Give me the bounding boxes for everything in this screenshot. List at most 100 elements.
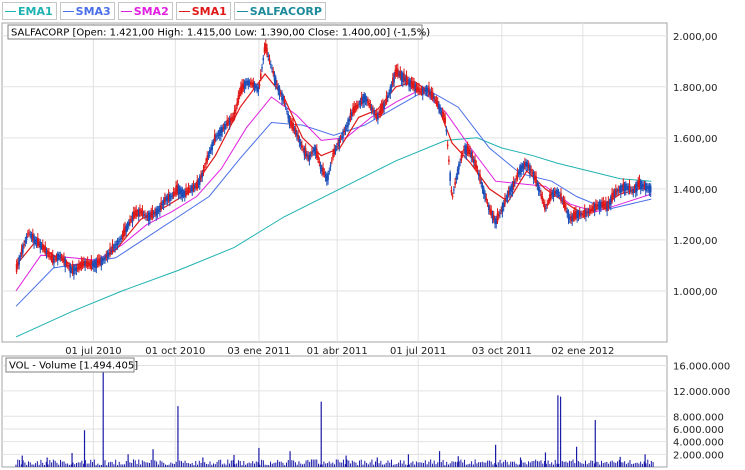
candle-body: [621, 187, 623, 189]
candle-body: [431, 92, 434, 100]
volume-info: VOL - Volume [1.494.405]: [9, 361, 138, 372]
candle-body: [402, 73, 404, 83]
candle-body: [370, 106, 373, 111]
candle-body: [78, 264, 80, 270]
candle-body: [379, 108, 382, 116]
candle-body: [623, 184, 626, 191]
candle-body: [541, 196, 544, 202]
candle-body: [385, 95, 388, 103]
candle-body: [352, 107, 354, 115]
candle-body: [73, 266, 75, 275]
candle-body: [586, 211, 588, 214]
candle-body: [130, 219, 133, 221]
candle-body: [612, 193, 615, 197]
candle-body: [210, 147, 212, 150]
candle-body: [301, 144, 303, 148]
candle-body: [326, 174, 328, 182]
candle-body: [633, 188, 636, 190]
candle-body: [571, 215, 574, 222]
candle-body: [71, 265, 74, 274]
candle-body: [59, 254, 62, 258]
candle-body: [238, 92, 241, 97]
candle-body: [443, 114, 445, 121]
candle-body: [255, 86, 257, 88]
candle-body: [259, 73, 262, 79]
candle-body: [61, 258, 64, 260]
candle-body: [606, 202, 608, 212]
candle-body: [228, 118, 231, 125]
candle-body: [566, 210, 569, 214]
candle-body: [25, 236, 28, 240]
candle-body: [561, 200, 564, 202]
candle-body: [114, 243, 116, 249]
candle-body: [35, 239, 38, 244]
candle-body: [557, 192, 560, 194]
candle-body: [441, 111, 444, 118]
price-x-tick-label: 01 abr 2011: [307, 346, 368, 357]
candle-body: [511, 183, 514, 192]
candle-body: [423, 90, 425, 92]
candle-body: [519, 166, 521, 175]
candle-body: [491, 213, 494, 219]
candle-body: [618, 189, 621, 191]
volume-plot-area: [1, 355, 668, 468]
candle-body: [484, 192, 486, 198]
candle-body: [337, 143, 339, 146]
candle-body: [312, 150, 314, 153]
candle-body: [359, 100, 362, 105]
candle-body: [590, 209, 592, 212]
candle-body: [215, 136, 217, 138]
candle-body: [313, 147, 316, 152]
candle-body: [70, 269, 73, 271]
candle-body: [233, 109, 236, 119]
candle-body: [507, 190, 510, 195]
candle-body: [185, 188, 187, 196]
candle-body: [461, 154, 464, 156]
candle-body: [409, 80, 412, 87]
candle-body: [221, 127, 223, 133]
candle-body: [466, 146, 469, 154]
candle-body: [362, 96, 364, 104]
candle-body: [139, 208, 141, 215]
candle-body: [81, 261, 84, 267]
candle-body: [504, 197, 506, 205]
candle-body: [600, 202, 602, 208]
candle-body: [583, 209, 586, 217]
candle-body: [50, 256, 53, 260]
candle-body: [292, 123, 294, 132]
candle-body: [264, 43, 267, 52]
legend-label: SALFACORP: [249, 4, 322, 18]
candle-body: [171, 195, 174, 197]
candle-body: [509, 187, 511, 196]
candle-body: [563, 201, 566, 210]
price-series: [15, 38, 652, 338]
candle-body: [190, 188, 192, 190]
candle-body: [536, 182, 539, 187]
candle-body: [132, 211, 135, 219]
candle-body: [502, 202, 505, 208]
candle-body: [316, 149, 318, 158]
candle-body: [354, 106, 357, 110]
candle-body: [282, 96, 285, 101]
price-info: SALFACORP [Open: 1.421,00 High: 1.415,00…: [11, 28, 430, 39]
candle-body: [468, 148, 470, 155]
candle-body: [550, 192, 552, 199]
candle-body: [91, 263, 94, 266]
candle-body: [27, 233, 29, 235]
candle-body: [258, 84, 261, 86]
candle-body: [582, 213, 585, 215]
candle-body: [187, 187, 190, 193]
price-x-tick-label: 02 ene 2012: [551, 346, 614, 357]
candle-body: [364, 95, 367, 101]
candle-body: [207, 154, 210, 157]
candle-body: [624, 183, 627, 191]
candle-body: [580, 213, 582, 216]
candle-body: [522, 163, 525, 170]
candle-body: [58, 255, 60, 257]
candle-body: [76, 267, 79, 269]
candle-body: [152, 213, 155, 215]
candle-body: [459, 162, 461, 164]
candle-body: [273, 73, 276, 81]
candle-body: [137, 209, 140, 217]
